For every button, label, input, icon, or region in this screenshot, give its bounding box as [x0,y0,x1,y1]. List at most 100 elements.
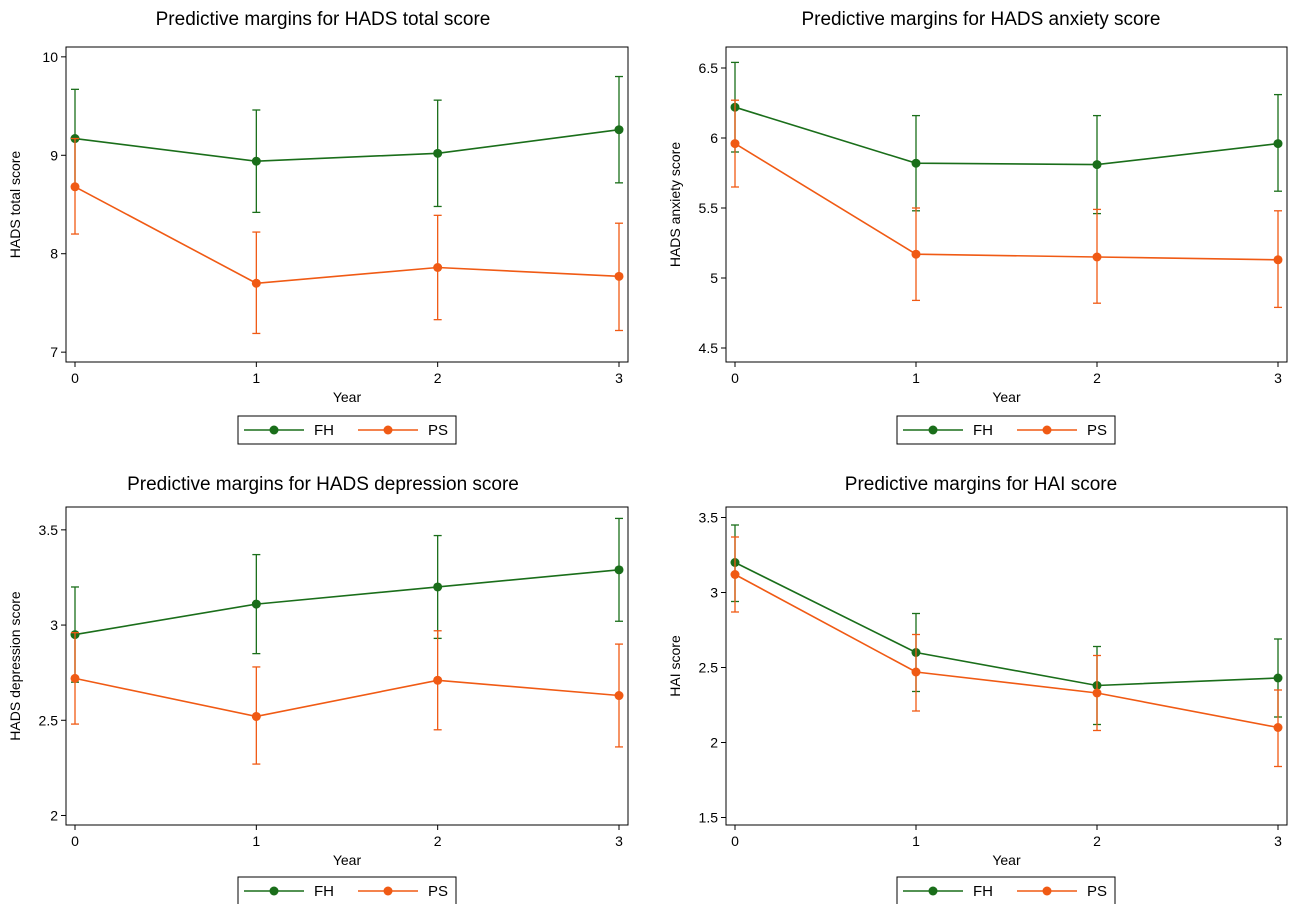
x-tick-label: 3 [1274,370,1282,386]
plot-frame [65,506,629,826]
legend-item-fh: FH [244,883,334,900]
legend-label: PS [428,883,448,900]
legend: FH PS [237,415,457,445]
plot-frame [725,506,1288,826]
legend: FH PS [896,415,1116,445]
y-tick-label: 2.5 [39,712,59,728]
chart-hai: Predictive margins for HAI score 1.5 2 2.5 3… [646,452,1292,906]
data-point-fh [433,148,443,158]
data-point-ps [433,263,443,272]
chart-hads-anxiety: Predictive margins for HADS anxiety scor… [646,0,1292,452]
y-tick-label: 4.5 [699,340,719,356]
data-point-ps [433,675,443,685]
y-tick-label: 2 [50,807,58,823]
legend-marker [269,425,279,435]
y-tick-label: 5.5 [699,200,719,216]
y-axis-label: HADS depression score [7,591,23,741]
data-point-ps [911,667,921,677]
x-tick-label: 2 [1093,833,1101,849]
chart-title: Predictive margins for HAI score [845,474,1117,495]
x-axis-label: Year [992,852,1021,868]
series-line-fh [74,128,620,162]
x-tick-label: 1 [252,370,260,386]
legend-label: PS [1087,422,1107,439]
y-tick-label: 3 [50,617,58,633]
x-tick-label: 0 [71,833,79,849]
x-tick-label: 2 [434,833,442,849]
legend-marker [383,425,393,435]
x-tick-label: 1 [912,833,920,849]
chart-title: Predictive margins for HADS depression s… [127,474,519,495]
chart-hads-depression: Predictive margins for HADS depression s… [0,452,646,906]
data-point-ps [911,249,921,259]
legend-marker [1042,886,1052,896]
legend-label: FH [973,422,993,439]
plot-frame [65,46,629,363]
legend-box [237,415,457,445]
legend: FH PS [237,876,457,906]
data-point-ps [70,182,80,192]
chart-svg: Predictive margins for HADS depression s… [7,474,629,906]
legend-marker [383,886,393,896]
chart-hads-total: Predictive margins for HADS total score 7… [0,0,646,452]
y-axis-label: HADS total score [7,151,23,259]
data-point-ps [730,139,740,149]
chart-svg: Predictive margins for HAI score 1.5 2 2.5 3… [667,474,1288,906]
series-line-fh [74,569,620,636]
data-point-ps [251,278,261,288]
data-point-ps [1273,255,1283,265]
legend-item-fh: FH [903,883,993,900]
data-point-fh [251,599,261,609]
x-axis-label: Year [333,389,362,405]
y-tick-label: 3.5 [39,522,59,538]
legend-item-fh: FH [244,422,334,439]
y-tick-label: 1.5 [699,810,719,826]
data-point-ps [614,691,624,701]
series-line-fh [734,561,1279,687]
y-axis-label: HAI score [667,635,683,697]
chart-svg: Predictive margins for HADS total score 7… [7,9,629,445]
y-tick-label: 9 [50,147,58,163]
chart-title: Predictive margins for HADS total score [156,9,491,30]
x-tick-label: 2 [434,370,442,386]
data-point-ps [1273,723,1283,732]
legend-marker [269,886,279,896]
y-tick-label: 8 [50,246,58,262]
x-tick-label: 0 [731,370,739,386]
y-tick-label: 10 [42,49,58,65]
data-point-ps [70,673,80,683]
legend-label: FH [314,883,334,900]
series-line-ps [74,186,620,285]
x-tick-label: 1 [912,370,920,386]
legend-item-ps: PS [1017,422,1107,439]
chart-svg: Predictive margins for HADS anxiety scor… [667,9,1288,445]
legend: FH PS [896,876,1116,906]
data-point-fh [1092,160,1102,170]
data-point-fh [614,125,624,135]
legend-item-ps: PS [358,883,448,900]
series-line-ps [734,142,1279,261]
legend-item-ps: PS [358,422,448,439]
data-point-ps [1092,252,1102,262]
x-axis-label: Year [992,389,1021,405]
x-tick-label: 2 [1093,370,1101,386]
legend-marker [928,425,938,435]
x-tick-label: 1 [252,833,260,849]
legend-item-ps: PS [1017,883,1107,900]
data-point-ps [251,711,261,721]
data-point-fh [433,582,443,592]
series-line-ps [734,573,1279,729]
x-axis-label: Year [333,852,362,868]
series-line-ps [74,677,620,718]
y-tick-label: 2 [710,735,718,751]
legend-label: FH [973,883,993,900]
y-tick-label: 3.5 [699,510,719,526]
x-tick-label: 0 [71,370,79,386]
y-tick-label: 7 [50,344,58,360]
y-tick-label: 5 [710,270,718,286]
data-point-fh [1273,139,1283,149]
legend-label: PS [1087,883,1107,900]
y-tick-label: 6.5 [699,60,719,76]
legend-marker [1042,425,1052,435]
legend-label: FH [314,422,334,439]
